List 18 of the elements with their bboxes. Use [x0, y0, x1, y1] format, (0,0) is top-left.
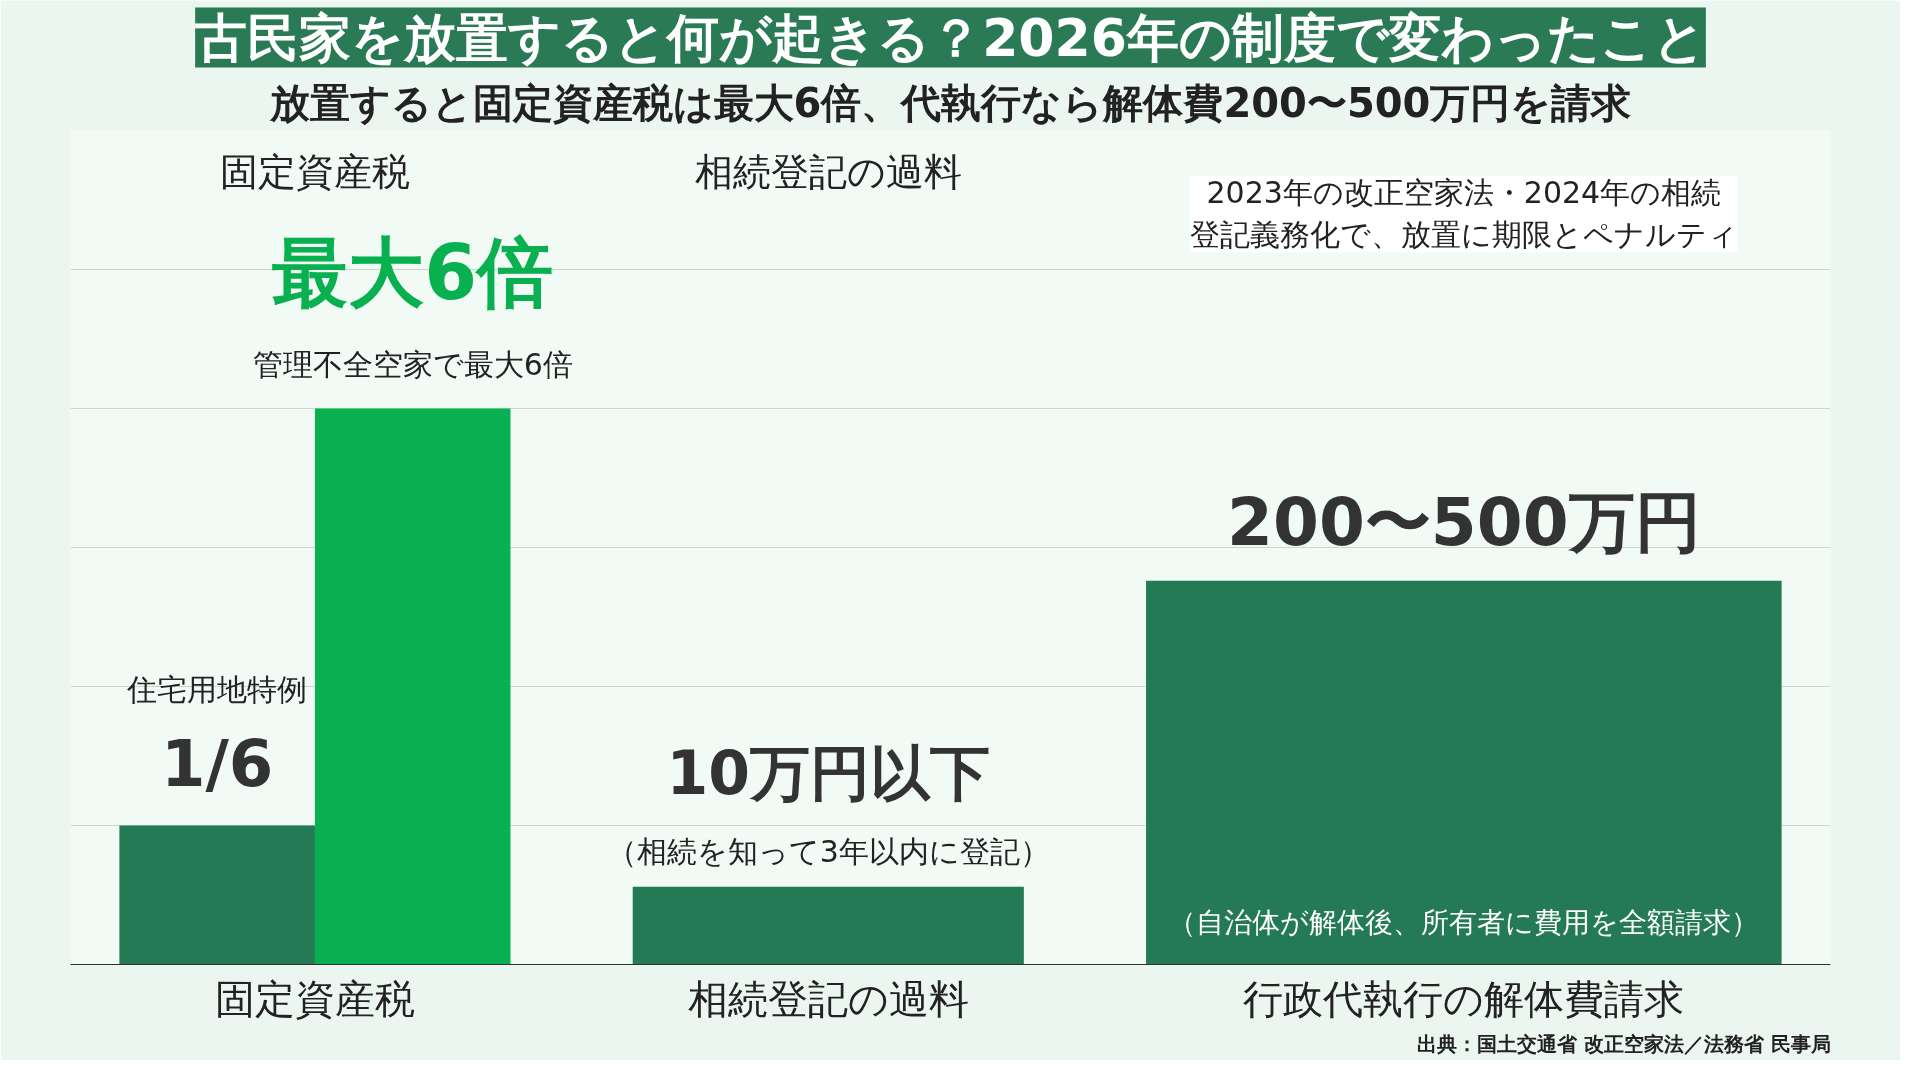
text: 管理不全空家で最大6倍 — [252, 346, 573, 382]
x-tick-label: 固定資産税 — [214, 975, 415, 1022]
source-note: 出典：国土交通省 改正空家法／法務省 民事局 — [1416, 1031, 1831, 1056]
text: 2023年の改正空家法・2024年の相続登記義務化で、放置に期限とペナルティ — [1189, 175, 1738, 253]
annotation: 10万円以下 — [666, 737, 991, 808]
text: 固定資産税 — [219, 150, 410, 195]
annotation: 住宅用地特例 — [126, 671, 308, 707]
chart-title: 古民家を放置すると何が起きる？2026年の制度で変わったこと — [194, 7, 1706, 68]
text: 最大6倍 — [272, 227, 554, 317]
chart-subtitle: 放置すると固定資産税は最大6倍、代執行なら解体費200〜500万円を請求 — [268, 79, 1632, 126]
annotation: 1/6 — [160, 727, 274, 802]
annotation: （相続を知って3年以内に登記） — [606, 834, 1050, 870]
annotation: （自治体が解体後、所有者に費用を全額請求） — [1168, 906, 1760, 940]
bar — [314, 408, 511, 965]
x-tick-label: 相続登記の過料 — [687, 975, 969, 1022]
text: 相続登記の過料 — [694, 150, 962, 195]
x-tick-label: 行政代執行の解体費請求 — [1243, 975, 1685, 1022]
annotation: 200〜500万円 — [1227, 483, 1701, 561]
